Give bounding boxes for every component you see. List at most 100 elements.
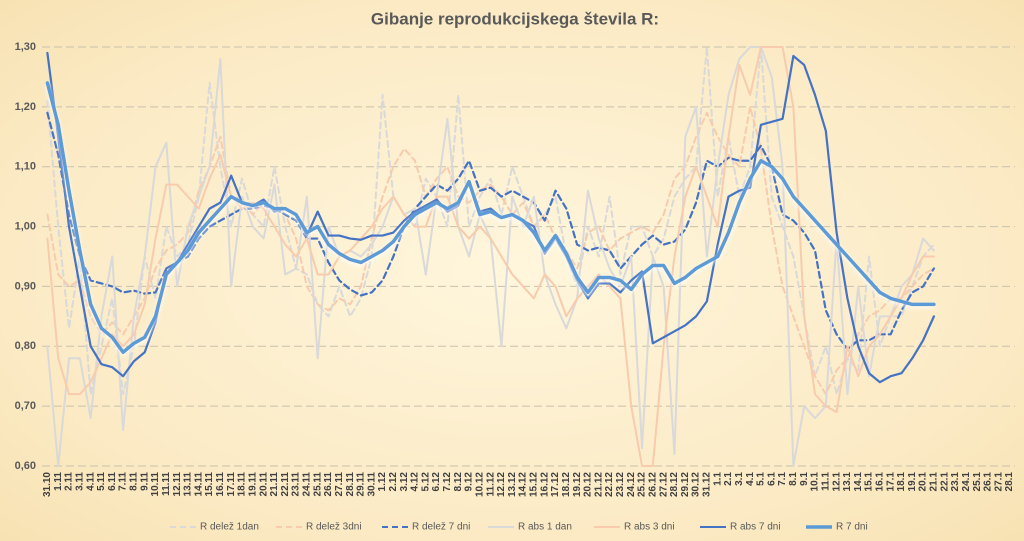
y-tick-label: 1,00 [15, 220, 36, 232]
x-tick-label: 24.12 [626, 472, 637, 497]
x-tick-label: 8.12 [453, 472, 464, 492]
x-tick-label: 11.1 [820, 472, 831, 491]
x-tick-label: 14.1 [853, 472, 864, 492]
x-tick-label: 18.12 [561, 472, 572, 497]
x-tick-label: 25.1 [972, 472, 983, 492]
x-tick-label: 14.12 [518, 472, 529, 497]
x-tick-label: 1.11 [53, 472, 64, 491]
x-tick-label: 16.1 [875, 472, 886, 492]
x-tick-label: 6.1 [766, 472, 777, 486]
x-tick-label: 9.12 [464, 472, 475, 492]
x-tick-label: 19.1 [907, 472, 918, 492]
x-tick-label: 28.12 [669, 472, 680, 497]
x-tick-label: 25.11 [312, 472, 323, 497]
x-tick-label: 27.1 [993, 472, 1004, 492]
x-tick-label: 14.11 [193, 472, 204, 497]
line-series [46, 46, 935, 467]
legend-label: R 7 dni [836, 522, 868, 533]
y-tick-label: 1,30 [15, 41, 36, 53]
x-tick-label: 24.1 [961, 472, 972, 492]
x-tick-label: 13.1 [842, 472, 853, 492]
chart-title: Gibanje reprodukcijskega števila R: [371, 9, 659, 28]
x-tick-label: 6.11 [107, 472, 118, 491]
x-tick-label: 10.11 [150, 472, 161, 497]
x-tick-label: 11.12 [485, 472, 496, 497]
x-tick-label: 29.12 [680, 472, 691, 497]
x-tick-label: 18.1 [896, 472, 907, 492]
y-tick-label: 0,80 [15, 340, 36, 352]
x-tick-label: 13.12 [507, 472, 518, 497]
x-tick-label: 4.11 [85, 472, 96, 491]
x-tick-label: 27.11 [334, 472, 345, 497]
x-tick-label: 4.12 [410, 472, 421, 492]
legend-label: R delež 7 dni [412, 522, 470, 533]
x-tick-label: 15.12 [529, 472, 540, 497]
x-tick-label: 5.1 [756, 472, 767, 486]
x-tick-label: 9.1 [799, 472, 810, 486]
x-tick-label: 17.11 [226, 472, 237, 497]
x-tick-label: 3.11 [74, 472, 85, 491]
x-tick-label: 4.1 [745, 472, 756, 486]
x-tick-label: 8.11 [129, 472, 140, 491]
y-tick-label: 1,20 [15, 101, 36, 113]
x-tick-label: 19.11 [247, 472, 258, 497]
x-tick-label: 21.12 [593, 472, 604, 497]
x-tick-label: 20.11 [258, 472, 269, 497]
x-tick-label: 2.1 [723, 472, 734, 486]
x-tick-label: 23.12 [615, 472, 626, 497]
x-tick-label: 22.11 [280, 472, 291, 497]
plot-lines [45, 46, 936, 467]
x-tick-label: 23.11 [291, 472, 302, 497]
x-tick-label: 2.12 [388, 472, 399, 492]
x-tick-label: 27.12 [658, 472, 669, 497]
x-tick-label: 9.11 [139, 472, 150, 491]
x-tick-label: 16.12 [539, 472, 550, 497]
x-tick-label: 12.12 [496, 472, 507, 497]
x-tick-label: 15.11 [204, 472, 215, 497]
legend: R delež 1dan R delež 3dni R delež 7 dni R a… [170, 522, 868, 533]
x-tick-label: 31.12 [702, 472, 713, 497]
legend-label: R delež 3dni [306, 522, 362, 533]
x-tick-label: 28.1 [1004, 472, 1015, 492]
legend-label: R abs 7 dni [730, 522, 781, 533]
x-tick-label: 29.11 [356, 472, 367, 497]
x-tick-label: 22.12 [604, 472, 615, 497]
x-tick-label: 23.1 [950, 472, 961, 492]
x-tick-label: 26.11 [323, 472, 334, 497]
line-series [45, 81, 936, 355]
x-tick-label: 21.1 [929, 472, 940, 492]
x-tick-label: 13.11 [183, 472, 194, 497]
y-tick-label: 0,90 [15, 280, 36, 292]
x-tick-label: 5.12 [420, 472, 431, 492]
x-tick-label: 11.11 [161, 472, 172, 496]
line-series [46, 51, 936, 384]
x-tick-label: 6.12 [431, 472, 442, 492]
x-tick-label: 1.12 [377, 472, 388, 492]
legend-label: R abs 3 dni [624, 522, 675, 533]
y-tick-label: 0,60 [15, 460, 36, 472]
x-tick-label: 19.12 [572, 472, 583, 497]
x-tick-label: 2.11 [64, 472, 75, 491]
x-tick-label: 17.12 [550, 472, 561, 497]
x-tick-label: 12.11 [172, 472, 183, 497]
legend-label: R delež 1dan [200, 522, 259, 533]
x-tick-label: 7.11 [118, 472, 129, 491]
x-tick-label: 3.1 [734, 472, 745, 486]
x-tick-label: 15.1 [864, 472, 875, 492]
line-series [46, 111, 936, 351]
legend-label: R abs 1 dan [518, 522, 572, 533]
x-tick-label: 1.1 [712, 472, 723, 486]
x-tick-label: 5.11 [96, 472, 107, 491]
x-tick-label: 21.11 [269, 472, 280, 497]
x-tick-label: 7.12 [442, 472, 453, 492]
x-tick-label: 17.1 [885, 472, 896, 492]
x-tick-label: 26.1 [983, 472, 994, 492]
x-tick-label: 20.12 [583, 472, 594, 497]
line-series [46, 46, 935, 396]
x-tick-label: 20.1 [918, 472, 929, 492]
y-tick-label: 1,10 [15, 161, 36, 173]
x-tick-label: 7.1 [777, 472, 788, 486]
